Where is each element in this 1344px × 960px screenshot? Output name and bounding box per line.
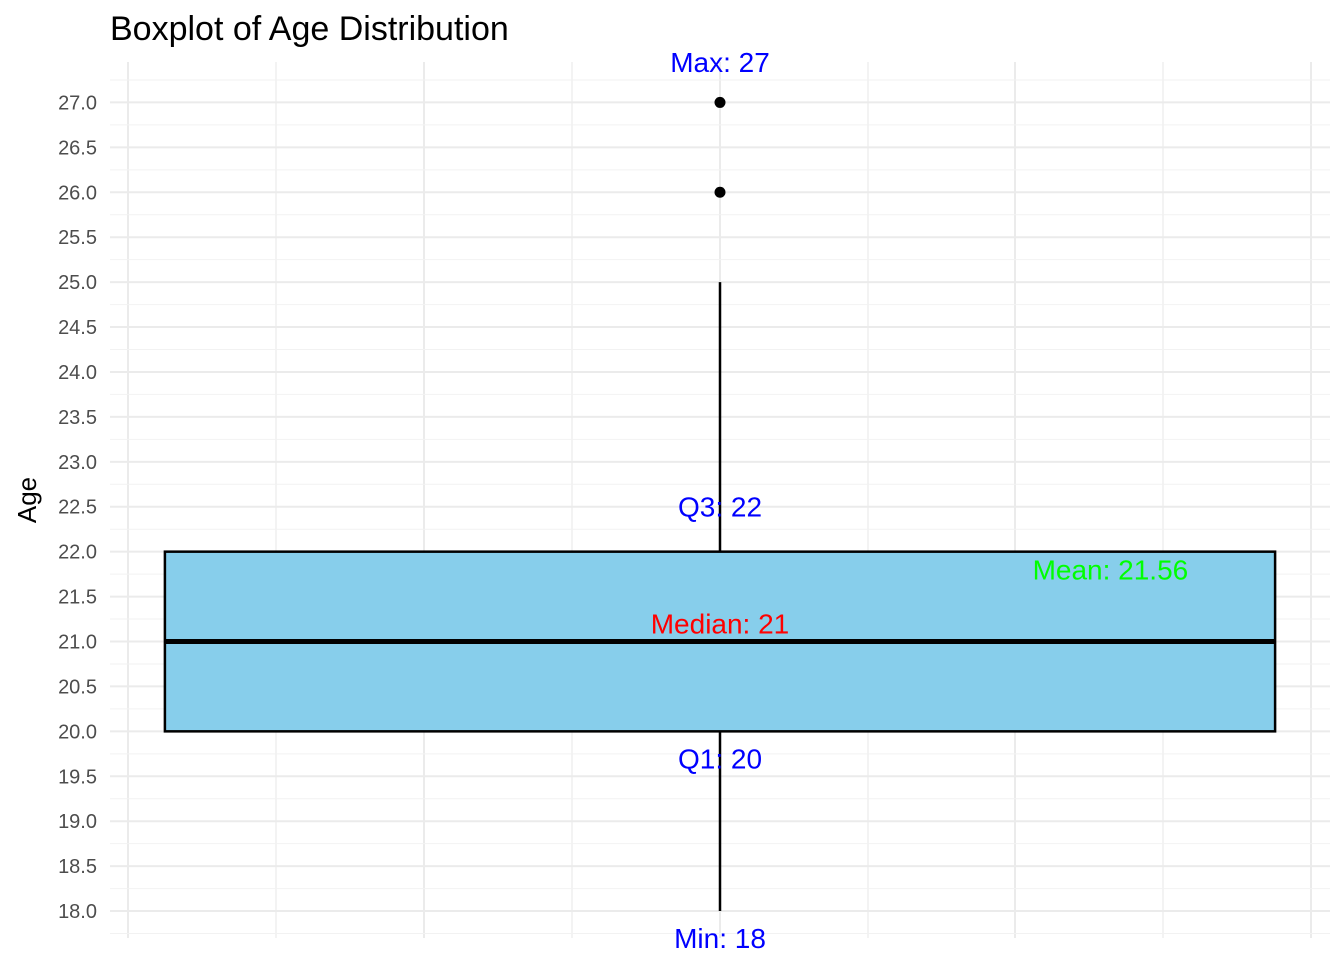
- outlier-point: [714, 96, 726, 108]
- y-tick-label: 26.5: [58, 137, 97, 159]
- y-tick-label: 23.0: [58, 452, 97, 474]
- y-tick-label: 20.0: [58, 721, 97, 743]
- y-tick-label: 23.5: [58, 407, 97, 429]
- annotation-label: Mean: 21.56: [1033, 555, 1189, 586]
- y-tick-label: 21.5: [58, 587, 97, 609]
- annotation-label: Min: 18: [674, 923, 766, 954]
- annotation-label: Max: 27: [670, 47, 770, 78]
- annotations: Max: 27 Q3: 22 Mean: 21.56 Median: 21 Q1: 20…: [651, 47, 1189, 954]
- y-tick-label: 25.5: [58, 227, 97, 249]
- y-tick-label: 25.0: [58, 272, 97, 294]
- annotation-label: Q1: 20: [678, 743, 762, 774]
- outlier-point: [714, 186, 726, 198]
- y-tick-label: 22.5: [58, 497, 97, 519]
- y-tick-label: 24.5: [58, 317, 97, 339]
- y-tick-label: 18.5: [58, 856, 97, 878]
- y-axis-label: Age: [12, 477, 42, 523]
- y-tick-label: 24.0: [58, 362, 97, 384]
- y-axis-ticks: 18.0 18.5 19.0 19.5 20.0 20.5 21.0 21.5 22.0 22.5…: [58, 92, 97, 923]
- y-tick-label: 27.0: [58, 92, 97, 114]
- y-tick-label: 22.0: [58, 542, 97, 564]
- y-tick-label: 19.0: [58, 811, 97, 833]
- chart-title: Boxplot of Age Distribution: [110, 10, 509, 48]
- y-tick-label: 18.0: [58, 901, 97, 923]
- y-tick-label: 20.5: [58, 676, 97, 698]
- annotation-label: Q3: 22: [678, 492, 762, 523]
- annotation-label: Median: 21: [651, 609, 790, 640]
- y-tick-label: 21.0: [58, 632, 97, 654]
- box-marks: [163, 96, 1277, 912]
- y-tick-label: 26.0: [58, 182, 97, 204]
- y-tick-label: 19.5: [58, 766, 97, 788]
